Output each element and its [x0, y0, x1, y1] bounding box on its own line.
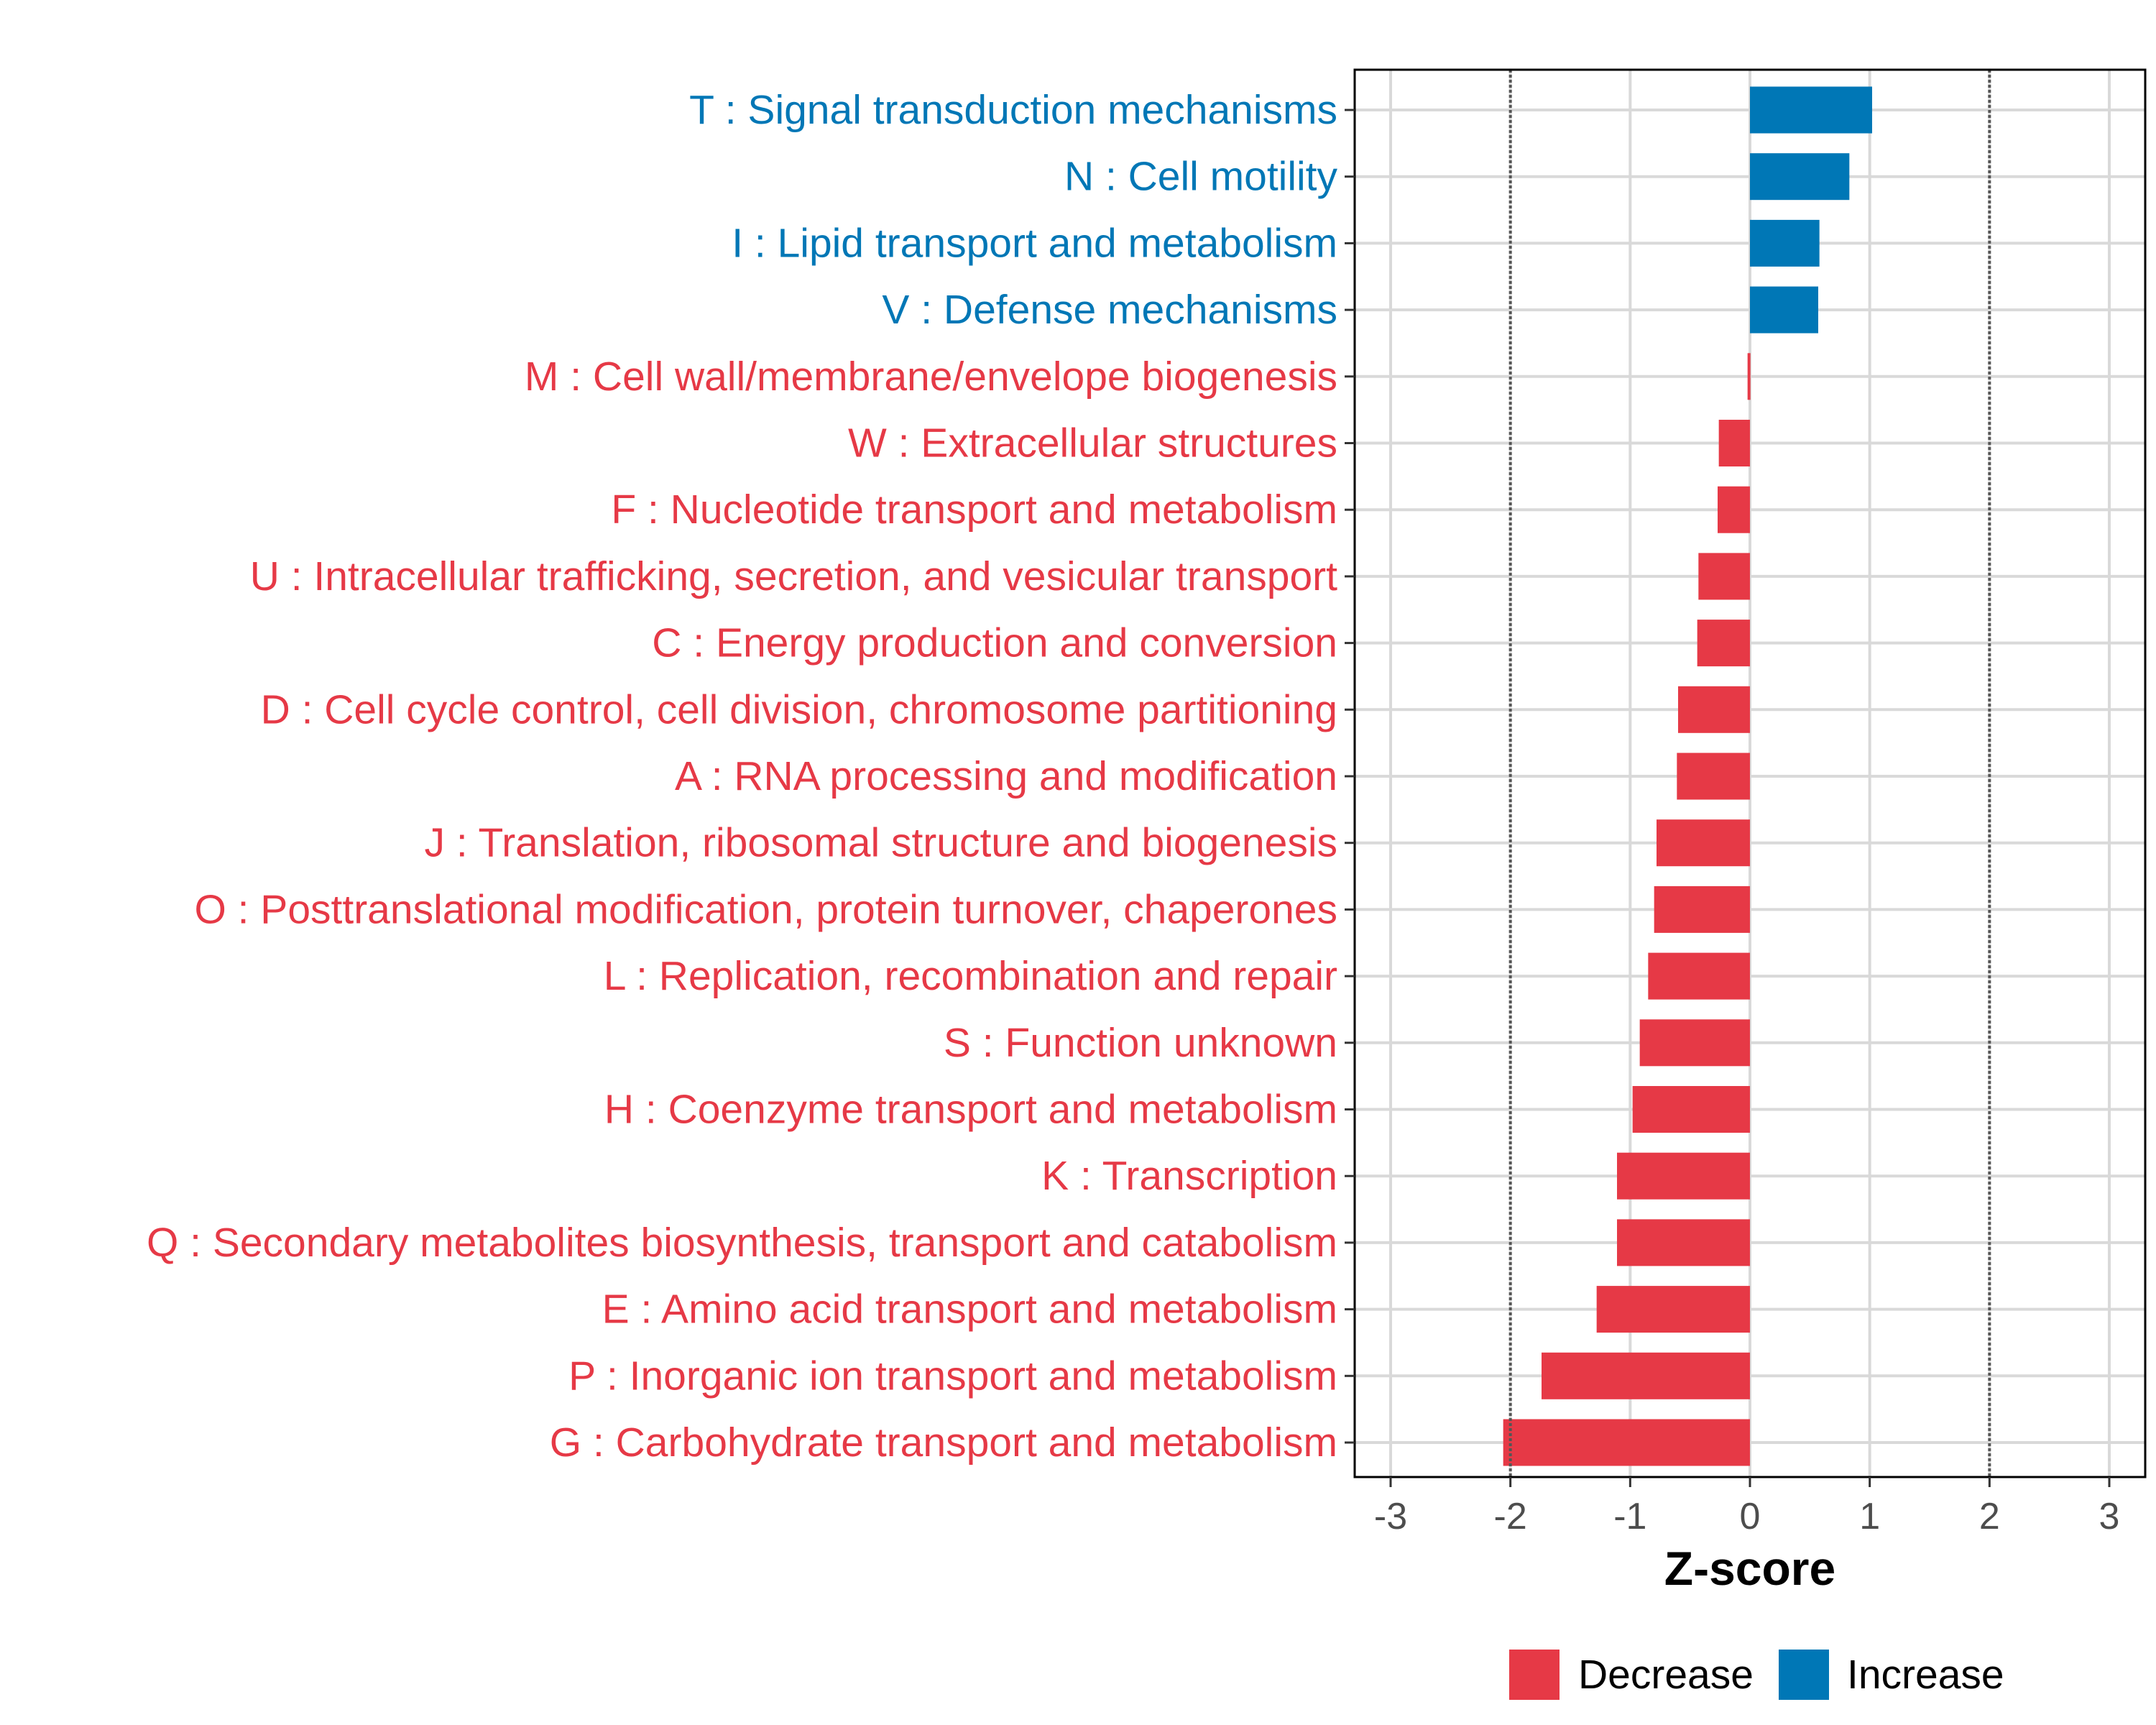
x-axis-ticks: -3 -2 -1 0 1 2 3	[1374, 1477, 2120, 1537]
bar	[1617, 1152, 1750, 1200]
bar	[1718, 486, 1750, 533]
bar	[1750, 86, 1872, 134]
legend-label-increase: Increase	[1847, 1652, 2004, 1698]
legend-swatch-increase	[1779, 1650, 1829, 1700]
reference-lines	[1508, 70, 1991, 1477]
bar	[1639, 1019, 1750, 1067]
category-label: E : Amino acid transport and metabolism	[602, 1287, 1337, 1333]
x-axis-title: Z-score	[1664, 1542, 1835, 1595]
legend: Decrease Increase	[1509, 1650, 2004, 1700]
legend-swatch-decrease	[1509, 1650, 1560, 1700]
bar	[1657, 819, 1750, 867]
x-tick-label: -2	[1494, 1496, 1527, 1537]
category-label: H : Coenzyme transport and metabolism	[604, 1087, 1337, 1133]
category-label: O : Posttranslational modification, prot…	[194, 886, 1337, 932]
category-label: I : Lipid transport and metabolism	[732, 220, 1337, 266]
category-label: T : Signal transduction mechanisms	[689, 87, 1337, 133]
bar	[1648, 952, 1750, 1000]
y-axis-ticks: T : Signal transduction mechanisms N : Ce…	[147, 87, 1355, 1466]
bar	[1750, 286, 1818, 334]
category-label: A : RNA processing and modification	[675, 753, 1337, 799]
category-label: C : Energy production and conversion	[652, 620, 1337, 666]
bar	[1678, 686, 1750, 733]
bar	[1747, 353, 1751, 400]
category-label: N : Cell motility	[1064, 154, 1338, 200]
bar	[1697, 620, 1750, 667]
legend-label-decrease: Decrease	[1578, 1652, 1754, 1698]
bar	[1503, 1419, 1750, 1466]
category-label: G : Carbohydrate transport and metabolis…	[550, 1420, 1337, 1466]
bar	[1718, 420, 1750, 466]
category-label: P : Inorganic ion transport and metaboli…	[568, 1353, 1337, 1399]
bar	[1698, 553, 1750, 600]
category-label: D : Cell cycle control, cell division, c…	[261, 686, 1337, 732]
bar	[1677, 753, 1750, 800]
x-tick-label: 0	[1740, 1496, 1761, 1537]
bar	[1750, 153, 1850, 201]
category-label: S : Function unknown	[944, 1020, 1337, 1066]
x-tick-label: 1	[1859, 1496, 1880, 1537]
bar	[1617, 1219, 1750, 1266]
category-label: L : Replication, recombination and repai…	[604, 953, 1337, 999]
category-label: U : Intracellular trafficking, secretion…	[250, 553, 1337, 599]
x-tick-label: 2	[1979, 1496, 2000, 1537]
category-label: F : Nucleotide transport and metabolism	[611, 487, 1337, 533]
bar	[1750, 219, 1820, 267]
bar	[1596, 1286, 1750, 1333]
category-label: J : Translation, ribosomal structure and…	[425, 820, 1337, 866]
x-tick-label: 3	[2099, 1496, 2120, 1537]
bars	[1503, 86, 1872, 1466]
bar	[1654, 886, 1750, 933]
category-label: W : Extracellular structures	[848, 420, 1337, 466]
x-tick-label: -1	[1613, 1496, 1646, 1537]
category-label: Q : Secondary metabolites biosynthesis, …	[147, 1220, 1337, 1266]
bar	[1632, 1086, 1750, 1133]
category-label: M : Cell wall/membrane/envelope biogenes…	[525, 354, 1337, 400]
category-label: V : Defense mechanisms	[882, 287, 1337, 333]
category-label: K : Transcription	[1041, 1153, 1337, 1199]
x-tick-label: -3	[1374, 1496, 1407, 1537]
bar	[1542, 1352, 1750, 1399]
